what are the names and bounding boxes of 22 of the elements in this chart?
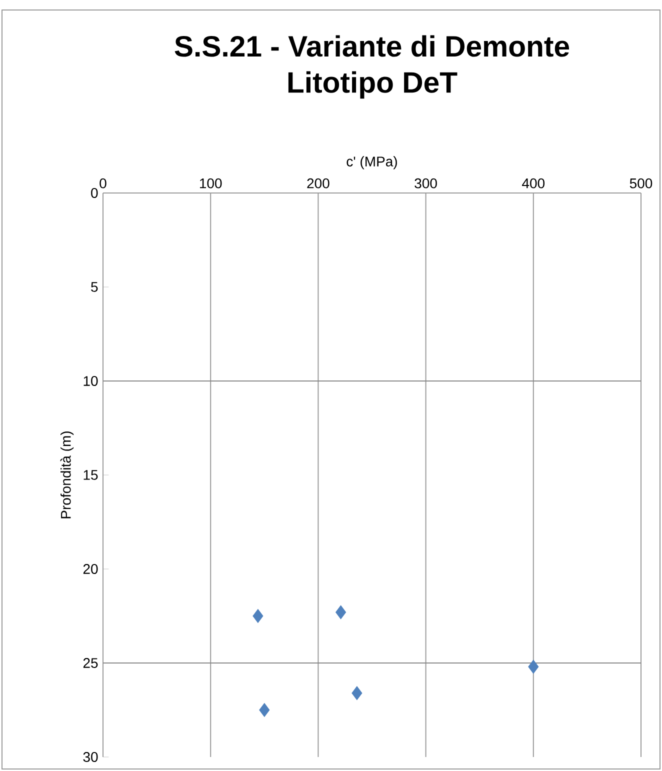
chart-subtitle: Litotipo DeT [288, 71, 458, 99]
y-tick-label: 25 [83, 658, 98, 668]
y-tick-label: 30 [83, 752, 98, 762]
point [352, 686, 362, 700]
x-tick-label: 0 [100, 178, 106, 188]
y-tick-label: 0 [91, 188, 98, 198]
chart-title: S.S.21 - Variante di Demonte [174, 35, 570, 57]
point [528, 660, 539, 674]
y-tick-label: 20 [83, 564, 98, 574]
point [252, 609, 264, 623]
y-tick-label: 15 [84, 470, 98, 480]
x-tick-label: 400 [522, 178, 545, 188]
y-axis-title: Profondità (m) [60, 432, 74, 518]
point [336, 605, 346, 620]
x-tick-label: 100 [200, 178, 222, 188]
x-tick-label: 200 [307, 178, 330, 188]
y-tick-label: 10 [84, 376, 98, 386]
x-axis-title: c' (MPa) [346, 156, 397, 170]
x-tick-label: 300 [414, 178, 437, 188]
point [259, 703, 270, 717]
x-tick-label: 500 [630, 178, 652, 188]
y-tick-label: 5 [91, 282, 98, 292]
